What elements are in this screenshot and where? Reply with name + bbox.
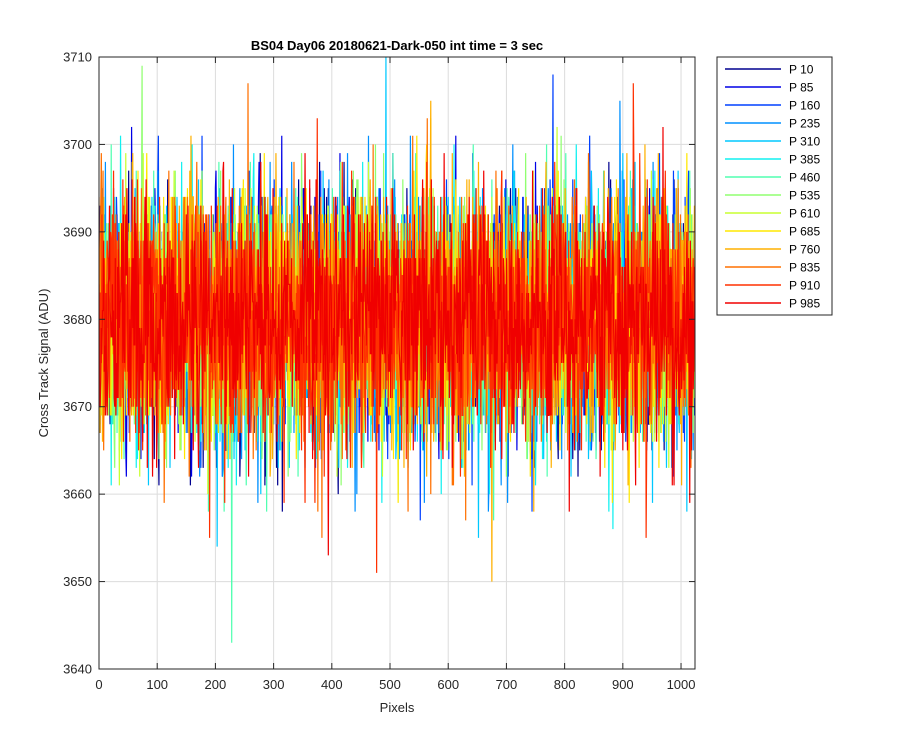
legend: P 10 P 85 P 160 P 235 P 310 P 385 P 460 P 535 P …: [716, 56, 833, 316]
legend-label: P 10: [789, 63, 814, 77]
series-line-p985: [99, 126, 695, 556]
x-tick-label: 500: [379, 677, 401, 692]
y-tick-label: 3660: [63, 487, 92, 502]
legend-label: P 985: [789, 297, 820, 311]
x-tick-label: 100: [146, 677, 168, 692]
legend-label: P 85: [789, 81, 814, 95]
x-axis-label: Pixels: [380, 700, 415, 715]
chart-title: BS04 Day06 20180621-Dark-050 int time = …: [251, 38, 543, 53]
x-tick-label: 700: [496, 677, 518, 692]
y-tick-label: 3670: [63, 399, 92, 414]
y-tick-label: 3650: [63, 574, 92, 589]
x-tick-label: 200: [205, 677, 227, 692]
x-tick-label: 1000: [667, 677, 696, 692]
axes-box: [98, 56, 696, 670]
x-tick-label: 800: [554, 677, 576, 692]
y-tick-label: 3700: [63, 137, 92, 152]
legend-label: P 310: [789, 135, 820, 149]
y-tick-label: 3680: [63, 312, 92, 327]
y-axis-label: Cross Track Signal (ADU): [36, 289, 51, 438]
x-tick-label: 300: [263, 677, 285, 692]
x-tick-label: 600: [437, 677, 459, 692]
legend-label: P 535: [789, 189, 820, 203]
legend-label: P 385: [789, 153, 820, 167]
legend-label: P 835: [789, 261, 820, 275]
legend-label: P 685: [789, 225, 820, 239]
legend-label: P 235: [789, 117, 820, 131]
legend-box: [716, 56, 833, 316]
series-layer: [99, 57, 695, 643]
legend-label: P 160: [789, 99, 820, 113]
legend-label: P 610: [789, 207, 820, 221]
axis-ticks: 0 100 200 300 400 500 600 700 800 900 1000 3640 3650…: [63, 50, 695, 693]
y-tick-label: 3640: [63, 662, 92, 677]
legend-label: P 460: [789, 171, 820, 185]
legend-label: P 760: [789, 243, 820, 257]
x-tick-label: 0: [95, 677, 102, 692]
y-tick-label: 3690: [63, 224, 92, 239]
series-line-p910: [99, 83, 695, 573]
y-tick-label: 3710: [63, 50, 92, 65]
x-tick-label: 900: [612, 677, 634, 692]
x-tick-label: 400: [321, 677, 343, 692]
legend-label: P 910: [789, 279, 820, 293]
